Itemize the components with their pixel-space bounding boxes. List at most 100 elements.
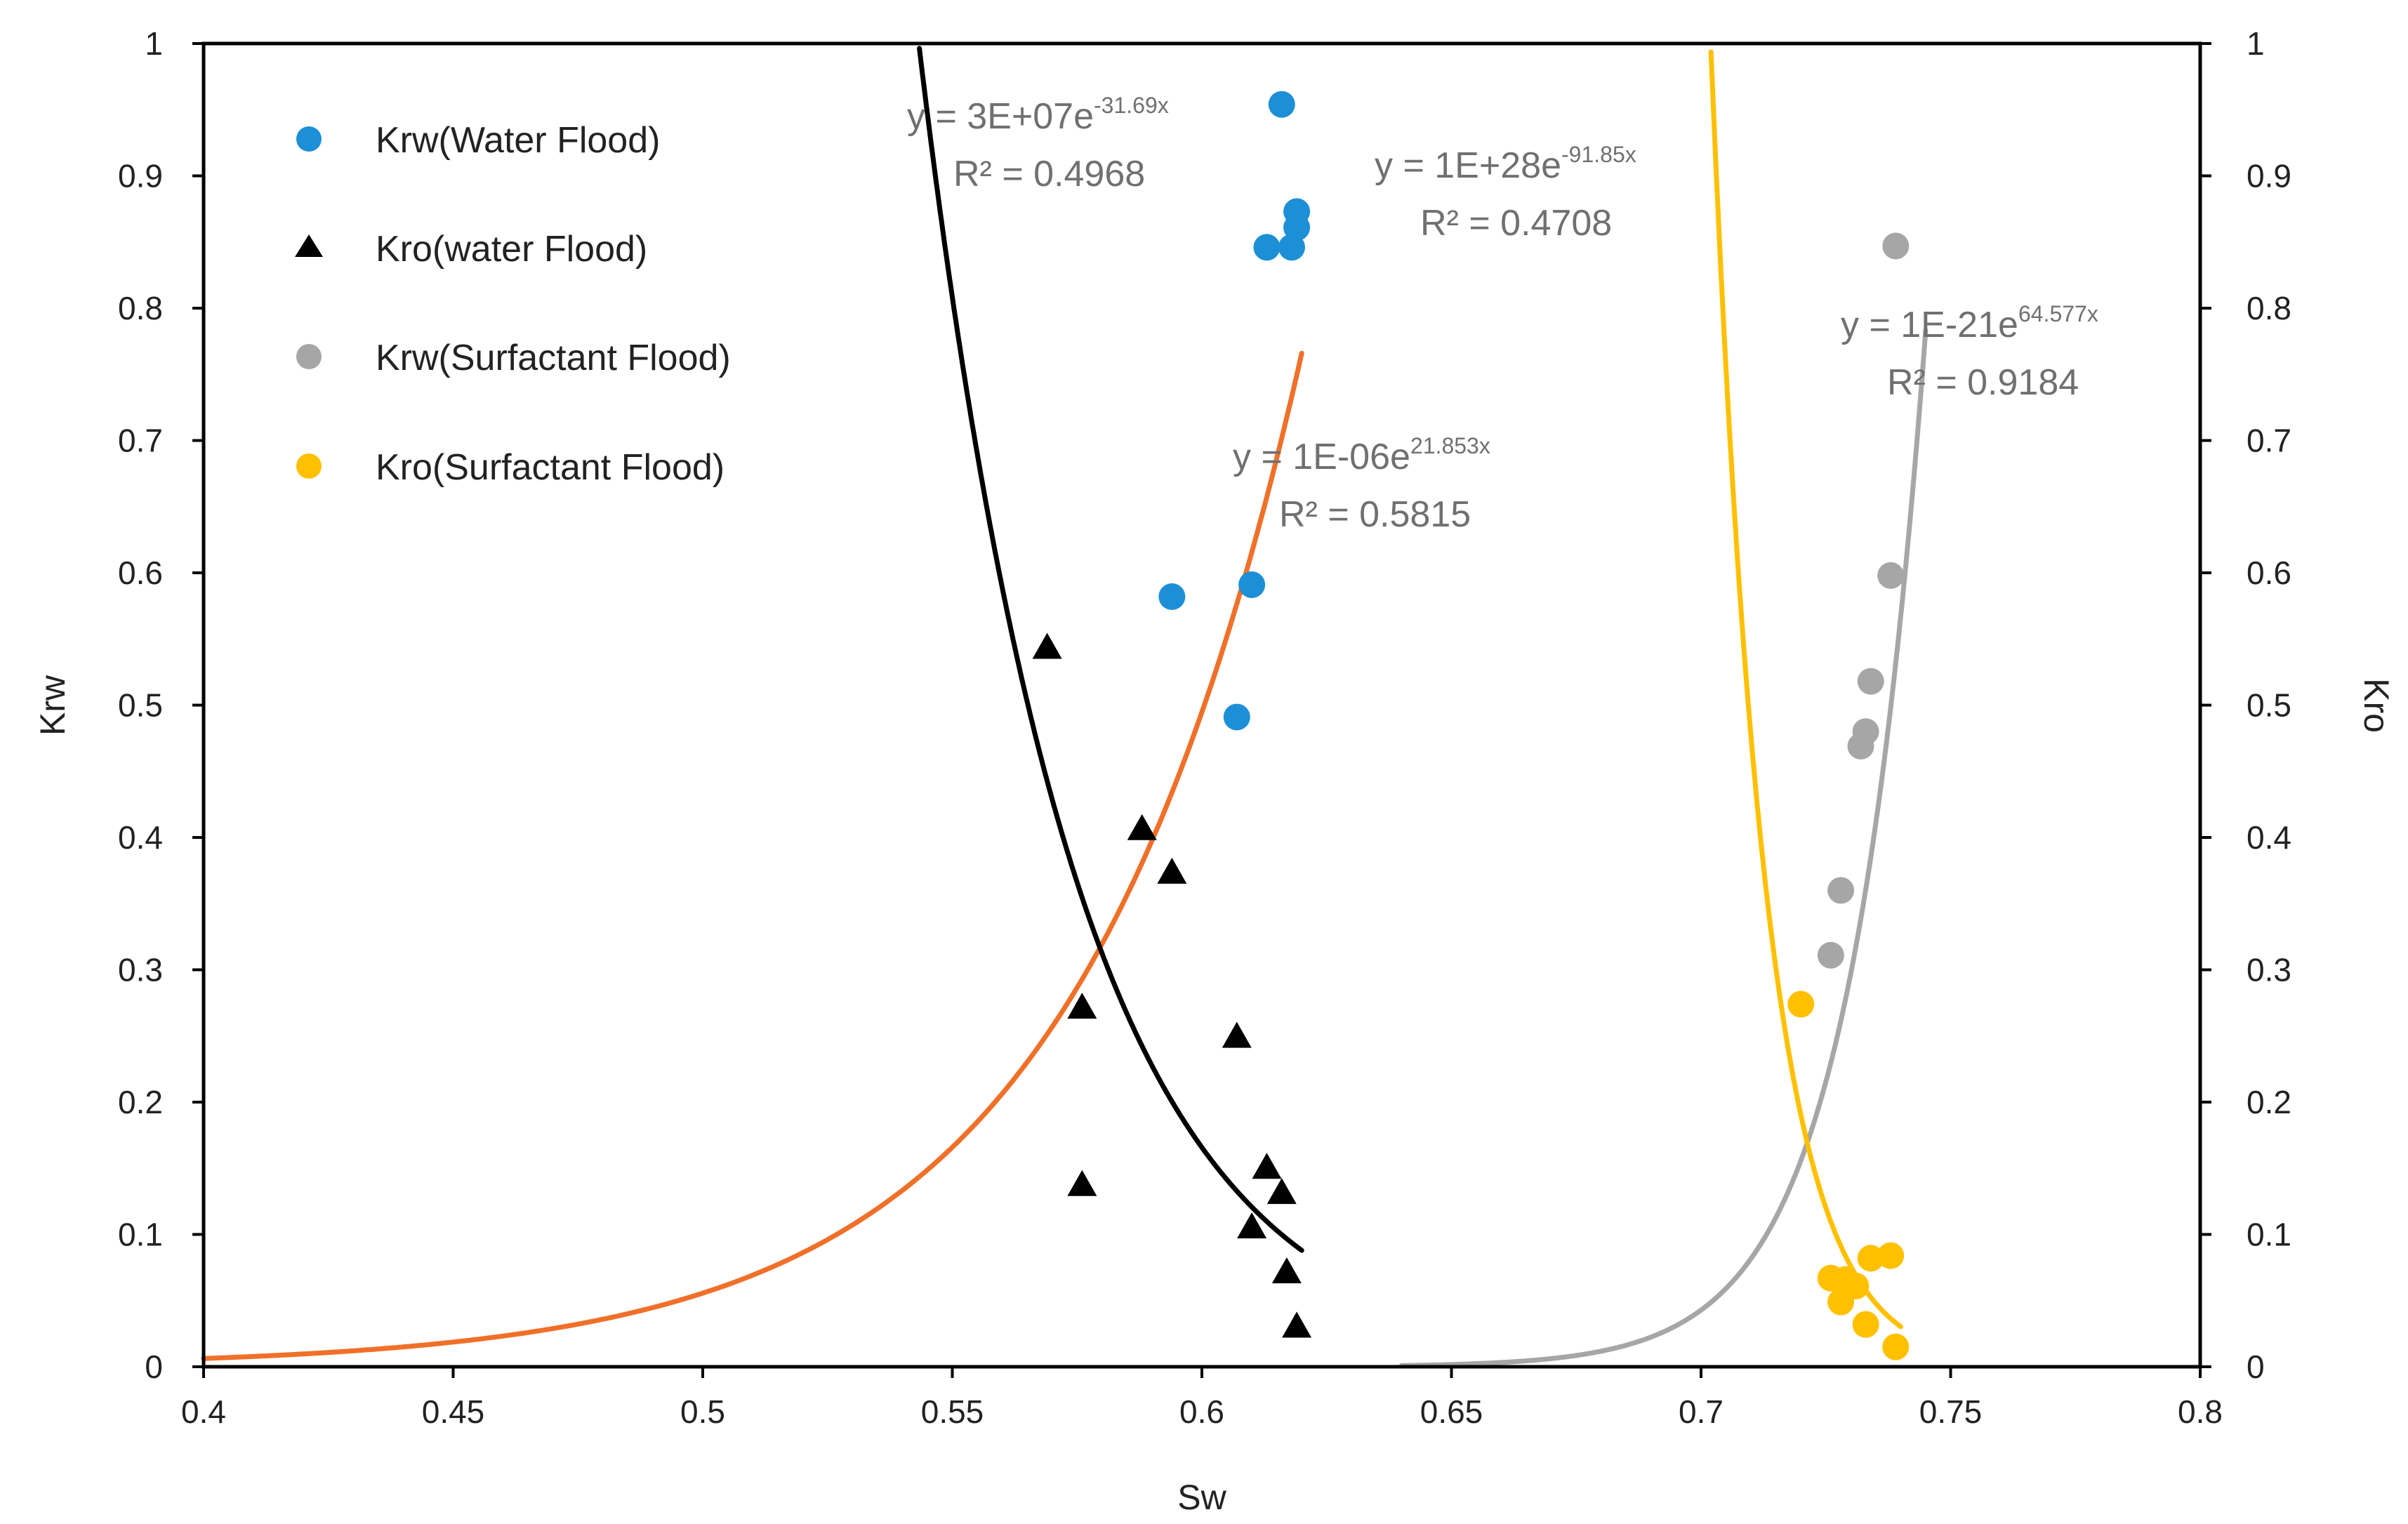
- y-tick-label: 0.5: [118, 687, 163, 724]
- equation-base-kro-surfactant-flood: y = 1E+28e: [1375, 145, 1561, 186]
- x-tick-label: 0.4: [181, 1393, 226, 1430]
- equation-exponent-kro-water-flood: -31.69x: [1094, 93, 1169, 118]
- point-kro-surfactant-flood: [1882, 1333, 1910, 1360]
- trendline-kro-water-flood: [917, 46, 1304, 1253]
- y2-tick-label: 0.6: [2247, 555, 2291, 591]
- point-krw-surfactant-flood: [1852, 718, 1879, 746]
- equation-base-krw-water-flood: y = 1E-06e: [1233, 437, 1410, 477]
- point-krw-water-flood: [1238, 571, 1266, 598]
- y-tick-label: 1: [145, 25, 163, 62]
- point-krw-water-flood: [1283, 198, 1311, 225]
- x-tick-label: 0.75: [1919, 1393, 1983, 1430]
- point-kro-water-flood: [1282, 1311, 1312, 1338]
- y-tick-label: 0.9: [118, 158, 163, 194]
- y-tick-label: 0.4: [118, 819, 163, 856]
- point-kro-surfactant-flood: [1787, 990, 1815, 1018]
- point-kro-water-flood: [1271, 1257, 1302, 1284]
- point-kro-surfactant-flood: [1877, 1242, 1905, 1269]
- point-kro-water-flood: [1266, 1178, 1297, 1205]
- x-tick-label: 0.8: [2178, 1393, 2223, 1430]
- point-krw-surfactant-flood: [1882, 232, 1910, 260]
- y2-axis-tick-labels: 0 0.1 0.2 0.3 0.4 0.5 0.6 0.7 0.8 0.9 1: [2247, 25, 2291, 1385]
- point-krw-surfactant-flood: [1877, 562, 1905, 589]
- trendline-equation-krw-water-flood: y = 1E-06e21.853x: [1233, 433, 1490, 477]
- point-kro-surfactant-flood: [1852, 1311, 1879, 1338]
- y2-tick-label: 0.3: [2247, 952, 2291, 988]
- y2-tick-label: 0.4: [2247, 819, 2291, 856]
- x-tick-label: 0.7: [1679, 1393, 1724, 1430]
- trendline-krw-water-flood: [201, 350, 1304, 1361]
- y-tick-label: 0: [145, 1349, 163, 1385]
- x-axis-tick-labels: 0.4 0.45 0.5 0.55 0.6 0.65 0.7 0.75 0.8: [181, 1393, 2223, 1430]
- point-kro-water-flood: [1237, 1212, 1267, 1239]
- point-kro-water-flood: [1252, 1153, 1282, 1179]
- y-axis-tick-labels: 0 0.1 0.2 0.3 0.4 0.5 0.6 0.7 0.8 0.9 1: [118, 25, 163, 1385]
- point-krw-water-flood: [1253, 234, 1281, 261]
- point-krw-surfactant-flood: [1817, 941, 1844, 969]
- trendline-labels: y = 3E+07e-31.69x R² = 0.4968 y = 1E+28e…: [907, 93, 2098, 535]
- trendline-r2-krw-water-flood: R² = 0.5815: [1279, 494, 1471, 535]
- point-krw-surfactant-flood: [1827, 877, 1855, 904]
- y2-tick-label: 0.8: [2247, 290, 2291, 326]
- legend-marker-kro-surfactant-flood: [296, 453, 322, 479]
- x-axis-tick-marks: [202, 1367, 2202, 1378]
- legend-label-krw-water-flood: Krw(Water Flood): [376, 120, 660, 161]
- y-tick-label: 0.7: [118, 423, 163, 459]
- point-krw-water-flood: [1158, 583, 1186, 610]
- trendline-curves: [201, 46, 1929, 1368]
- equation-exponent-krw-water-flood: 21.853x: [1410, 433, 1490, 458]
- legend-marker-krw-water-flood: [296, 126, 322, 152]
- legend-marker-krw-surfactant-flood: [296, 344, 322, 369]
- legend: Krw(Water Flood) Kro(water Flood) Krw(Su…: [295, 120, 731, 488]
- x-tick-label: 0.6: [1179, 1393, 1224, 1430]
- legend-label-krw-surfactant-flood: Krw(Surfactant Flood): [376, 338, 731, 378]
- trendline-r2-kro-water-flood: R² = 0.4968: [953, 154, 1145, 194]
- point-kro-surfactant-flood: [1857, 1245, 1884, 1272]
- y-axis-tick-marks: [192, 42, 204, 1368]
- y2-tick-label: 0: [2247, 1349, 2265, 1385]
- x-tick-label: 0.65: [1420, 1393, 1483, 1430]
- y2-tick-label: 0.7: [2247, 423, 2291, 459]
- equation-exponent-kro-surfactant-flood: -91.85x: [1561, 142, 1636, 167]
- y2-tick-label: 0.5: [2247, 687, 2291, 724]
- legend-marker-kro-water-flood: [295, 234, 323, 257]
- x-tick-label: 0.55: [921, 1393, 984, 1430]
- trendline-equation-krw-surfactant-flood: y = 1E-21e64.577x: [1841, 301, 2098, 345]
- y-tick-label: 0.2: [118, 1084, 163, 1120]
- y-tick-label: 0.6: [118, 555, 163, 591]
- y2-tick-label: 1: [2247, 25, 2265, 62]
- point-krw-water-flood: [1223, 703, 1250, 731]
- legend-label-kro-surfactant-flood: Kro(Surfactant Flood): [376, 447, 725, 488]
- trendline-r2-krw-surfactant-flood: R² = 0.9184: [1887, 362, 2079, 403]
- point-kro-water-flood: [1067, 993, 1097, 1019]
- y2-axis-tick-marks: [2200, 42, 2211, 1368]
- x-tick-label: 0.5: [680, 1393, 725, 1430]
- data-markers: [1032, 91, 1910, 1360]
- y-tick-label: 0.8: [118, 290, 163, 326]
- point-kro-water-flood: [1067, 1169, 1097, 1196]
- equation-base-krw-surfactant-flood: y = 1E-21e: [1841, 305, 2018, 345]
- y-tick-label: 0.3: [118, 952, 163, 988]
- trendline-kro-surfactant-flood: [1708, 49, 1903, 1330]
- point-kro-water-flood: [1032, 632, 1062, 659]
- y-tick-label: 0.1: [118, 1217, 163, 1253]
- point-kro-water-flood: [1157, 857, 1187, 884]
- trendline-equation-kro-surfactant-flood: y = 1E+28e-91.85x: [1375, 142, 1636, 186]
- equation-exponent-krw-surfactant-flood: 64.577x: [2018, 301, 2098, 326]
- point-kro-surfactant-flood: [1842, 1273, 1870, 1300]
- equation-base-kro-water-flood: y = 3E+07e: [907, 96, 1094, 137]
- point-kro-water-flood: [1127, 814, 1157, 840]
- y-axis-title: Krw: [33, 675, 72, 736]
- y2-tick-label: 0.1: [2247, 1217, 2291, 1253]
- y2-tick-label: 0.9: [2247, 158, 2291, 194]
- trendline-r2-kro-surfactant-flood: R² = 0.4708: [1420, 203, 1612, 244]
- legend-label-kro-water-flood: Kro(water Flood): [376, 229, 647, 270]
- trendline-equation-kro-water-flood: y = 3E+07e-31.69x: [907, 93, 1169, 137]
- point-krw-surfactant-flood: [1857, 668, 1884, 695]
- y2-axis-title: Kro: [2357, 678, 2396, 733]
- x-tick-label: 0.45: [422, 1393, 485, 1430]
- point-kro-water-flood: [1222, 1021, 1252, 1048]
- x-axis-title: Sw: [1177, 1478, 1226, 1517]
- point-krw-water-flood: [1268, 91, 1295, 118]
- y2-tick-label: 0.2: [2247, 1084, 2291, 1120]
